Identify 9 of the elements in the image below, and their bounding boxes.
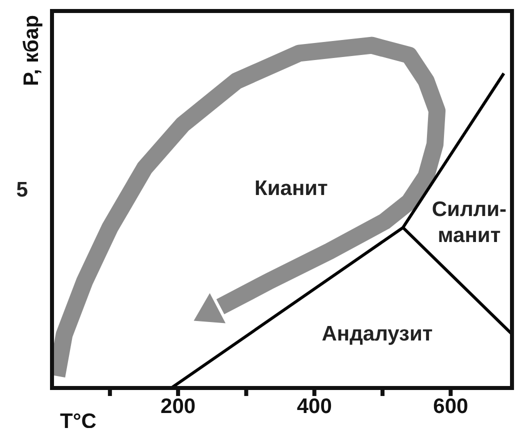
y-axis-title: P, кбар: [20, 15, 43, 86]
text: 5: [16, 178, 28, 202]
x-tick-label: 400: [296, 394, 332, 418]
x-axis-title: T°C: [60, 410, 96, 433]
x-tick-label: 200: [160, 394, 196, 418]
annotation: Кианит: [254, 177, 328, 200]
annotation: Силли- манит: [432, 198, 507, 248]
x-tick-label: 600: [433, 394, 468, 418]
annotation: Андалузит: [322, 322, 433, 346]
